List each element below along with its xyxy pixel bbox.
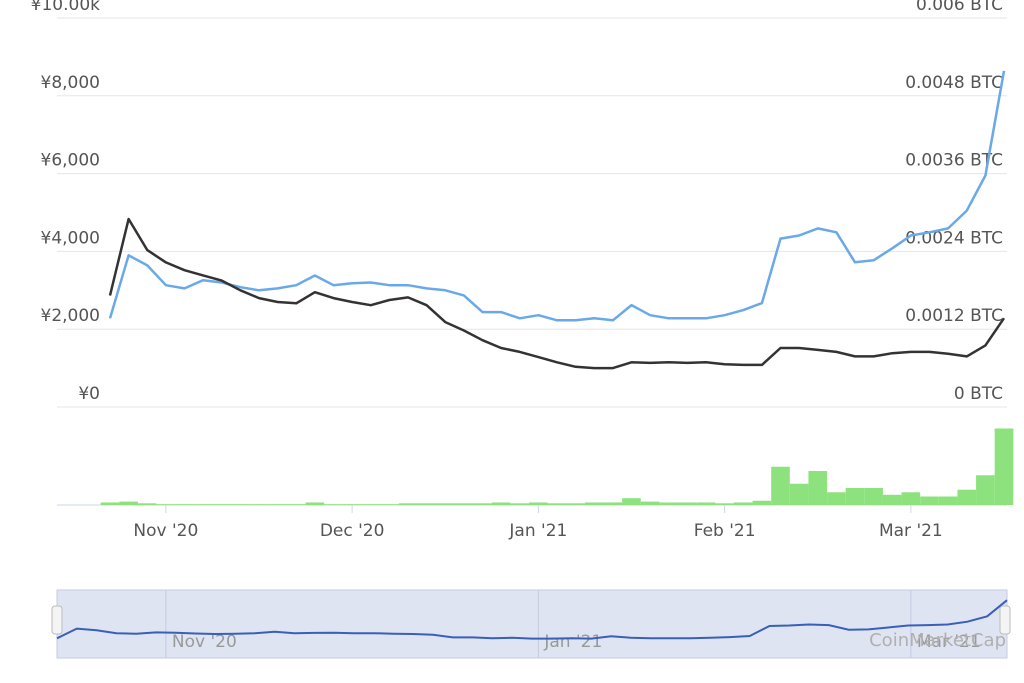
volume-bar — [249, 504, 269, 505]
volume-bar — [454, 503, 474, 505]
volume-bar — [789, 483, 809, 505]
x-tick-label: Nov '20 — [133, 521, 198, 541]
volume-bar — [976, 475, 995, 505]
volume-bar — [529, 502, 548, 505]
volume-bar — [715, 503, 734, 505]
x-tick-label: Dec '20 — [320, 521, 385, 541]
volume-bar — [510, 503, 530, 505]
volume-bar — [584, 502, 604, 505]
volume-bar — [622, 498, 641, 505]
volume-bar — [827, 492, 846, 505]
volume-bar — [305, 502, 325, 505]
volume-bar — [193, 504, 213, 505]
volume-bar — [771, 466, 790, 505]
volume-bar — [733, 502, 753, 505]
y-tick-label: ¥8,000 — [41, 73, 100, 93]
volume-bar — [566, 503, 585, 505]
volume-bar — [659, 502, 679, 505]
volume-bar — [994, 428, 1014, 505]
volume-bar — [678, 502, 697, 505]
price-line — [108, 217, 1006, 370]
volume-bar — [696, 502, 716, 505]
volume-bar — [380, 504, 399, 505]
volume-bar — [901, 492, 921, 505]
volume-bar — [920, 496, 939, 505]
volume-bar — [603, 502, 623, 505]
y2-tick-label: 0.0048 BTC — [905, 73, 1003, 93]
volume-bar — [435, 503, 455, 505]
volume-bar — [398, 503, 418, 505]
volume-bar — [417, 503, 436, 505]
volume-bar — [324, 504, 343, 505]
y2-tick-label: 0.006 BTC — [916, 0, 1003, 15]
volume-bar — [845, 488, 865, 505]
navigator-line — [56, 599, 1008, 640]
y2-tick-label: 0.0012 BTC — [905, 306, 1003, 326]
volume-bar — [361, 504, 381, 505]
y-tick-label: ¥0 — [78, 384, 100, 404]
volume-bar — [491, 502, 511, 505]
volume-bar — [100, 502, 120, 505]
y-tick-label: ¥2,000 — [41, 306, 100, 326]
y2-tick-label: 0.0024 BTC — [905, 228, 1003, 248]
volume-bar — [640, 501, 660, 505]
y-tick-label: ¥10.00k — [31, 0, 100, 15]
volume-bar — [882, 494, 902, 505]
volume-bar — [808, 471, 828, 505]
volume-bar — [938, 496, 958, 505]
volume-bar — [119, 501, 138, 505]
y-tick-label: ¥4,000 — [41, 228, 100, 248]
navigator-window — [56, 589, 1008, 659]
volume-bar — [342, 504, 362, 505]
x-tick-label: Mar '21 — [879, 521, 943, 541]
navigator-label: Jan '21 — [543, 632, 602, 652]
volume-bar — [212, 504, 232, 505]
volume-bar — [137, 503, 157, 505]
x-tick-label: Jan '21 — [508, 521, 567, 541]
volume-bar — [268, 504, 287, 505]
volume-bar — [156, 504, 176, 505]
navigator-handle[interactable] — [999, 605, 1011, 635]
navigator-label: Nov '20 — [172, 632, 237, 652]
y2-tick-label: 0 BTC — [954, 384, 1003, 404]
navigator-label: Mar '21 — [917, 632, 981, 652]
navigator-handle[interactable] — [51, 605, 63, 635]
x-tick-label: Feb '21 — [694, 521, 756, 541]
price-line — [108, 70, 1006, 322]
watermark: CoinMarketCap — [869, 630, 1006, 651]
volume-bar — [752, 500, 772, 505]
volume-bar — [231, 504, 250, 505]
volume-bar — [286, 504, 306, 505]
volume-bar — [473, 503, 492, 505]
volume-bar — [957, 489, 977, 505]
y-tick-label: ¥6,000 — [41, 151, 100, 171]
volume-bar — [175, 504, 194, 505]
volume-bar — [547, 503, 567, 505]
volume-bar — [864, 488, 883, 505]
y2-tick-label: 0.0036 BTC — [905, 151, 1003, 171]
